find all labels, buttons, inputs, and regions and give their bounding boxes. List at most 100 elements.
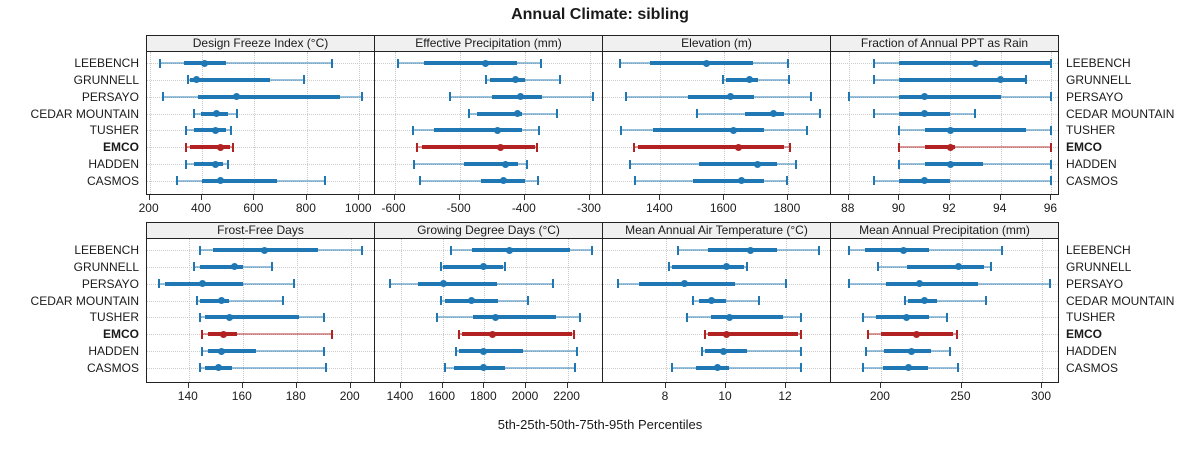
panel-body (146, 52, 375, 195)
vertical-gridline (296, 239, 298, 382)
whisker-5th-95th (874, 179, 1052, 182)
median-dot (220, 330, 228, 338)
percentile-cap (552, 279, 555, 289)
percentile-cap (538, 125, 541, 135)
median-dot (496, 143, 504, 151)
axis-tick-label: 96 (1043, 201, 1058, 215)
whisker-25th-75th (198, 94, 340, 99)
horizontal-gridline (603, 113, 830, 115)
median-dot (479, 263, 487, 271)
median-dot (725, 313, 733, 321)
axis-tick (949, 195, 951, 200)
percentile-cap (974, 109, 977, 119)
axis-tick (400, 383, 402, 388)
axis-tick (187, 383, 189, 388)
whisker-5th-95th (419, 179, 538, 182)
percentile-cap (325, 363, 328, 373)
horizontal-gridline (147, 367, 374, 369)
median-dot (921, 177, 929, 185)
vertical-gridline (1051, 52, 1053, 194)
percentile-cap (1025, 75, 1028, 85)
horizontal-gridline (831, 367, 1058, 369)
whisker-25th-75th (711, 315, 783, 320)
axis-tick (659, 195, 661, 200)
percentile-cap (668, 262, 670, 272)
axis-tick (241, 383, 243, 388)
percentile-cap (788, 142, 791, 152)
median-dot (217, 347, 225, 355)
axis-tick (1041, 383, 1043, 388)
percentile-cap (236, 109, 239, 119)
vertical-gridline (359, 52, 361, 194)
whisker-25th-75th (423, 61, 517, 65)
percentile-cap (686, 312, 688, 322)
percentile-cap (198, 312, 201, 322)
median-dot (912, 330, 920, 338)
percentile-cap (898, 125, 901, 135)
panel-body (374, 52, 603, 195)
site-label-right: TUSHER (1066, 310, 1116, 325)
vertical-gridline (524, 52, 526, 194)
percentile-cap (436, 312, 439, 322)
axis-tick (441, 383, 443, 388)
panel-body (602, 52, 831, 195)
whisker-25th-75th (884, 349, 931, 354)
horizontal-gridline (147, 63, 374, 64)
axis-tick-label: 1800 (469, 389, 497, 403)
whisker-25th-75th (725, 77, 758, 82)
percentile-cap (632, 142, 635, 152)
whisker-5th-95th (905, 299, 986, 302)
site-label-right: PERSAYO (1066, 89, 1124, 104)
percentile-cap (955, 329, 958, 339)
horizontal-gridline (147, 130, 374, 132)
site-label-right: CASMOS (1066, 360, 1119, 375)
percentile-cap (193, 262, 196, 272)
percentile-cap (413, 159, 416, 169)
panel-header: Fraction of Annual PPT as Rain (830, 35, 1059, 52)
axis-tick-label: 88 (841, 201, 855, 215)
axis-tick-label: 2000 (511, 389, 539, 403)
median-dot (745, 76, 753, 84)
vertical-gridline (787, 52, 789, 194)
whisker-25th-75th (876, 315, 930, 320)
percentile-cap (806, 125, 809, 135)
site-label-left: LEEBENCH (74, 243, 139, 257)
axis-tick (588, 195, 590, 200)
horizontal-gridline (831, 317, 1058, 319)
percentile-cap (696, 109, 699, 119)
whisker-25th-75th (687, 94, 755, 99)
percentile-cap (412, 125, 415, 135)
whisker-25th-75th (708, 332, 798, 337)
median-dot (215, 364, 222, 372)
whisker-25th-75th (708, 248, 777, 252)
median-dot (713, 364, 721, 372)
percentile-cap (159, 58, 162, 68)
percentile-cap (467, 109, 470, 119)
axis-tick-label: 94 (993, 201, 1007, 215)
median-dot (479, 364, 487, 372)
percentile-cap (721, 75, 724, 85)
percentile-cap (485, 75, 488, 85)
percentile-cap (322, 346, 325, 356)
median-dot (908, 347, 916, 355)
site-label-left: CASMOS (86, 360, 139, 375)
vertical-gridline (666, 239, 667, 382)
percentile-cap (450, 245, 452, 255)
percentile-cap (862, 363, 865, 373)
site-label-left: TUSHER (89, 123, 139, 138)
horizontal-gridline (831, 250, 1058, 251)
whisker-25th-75th (492, 94, 542, 99)
axis-tick (458, 195, 460, 200)
vertical-gridline (961, 239, 963, 382)
panel-header: Elevation (m) (602, 35, 831, 52)
whisker-25th-75th (924, 162, 983, 167)
horizontal-gridline (147, 266, 374, 268)
axis-tick-label: 1000 (344, 201, 372, 215)
percentile-cap (572, 329, 575, 339)
percentile-cap (232, 142, 235, 152)
axis-tick-label: 200 (339, 389, 360, 403)
median-dot (971, 59, 979, 67)
axis-tick (960, 383, 962, 388)
axis-tick (847, 195, 849, 200)
percentile-cap (555, 109, 558, 119)
